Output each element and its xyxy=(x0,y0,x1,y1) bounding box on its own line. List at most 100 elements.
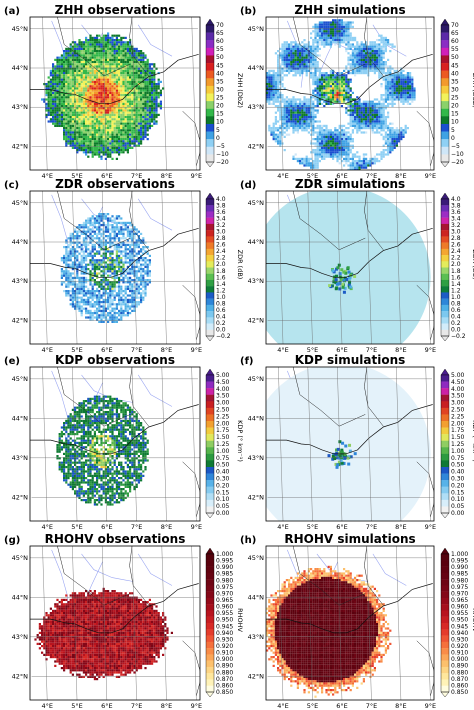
field-cell xyxy=(91,149,94,152)
field-cell xyxy=(98,111,101,114)
field-cell xyxy=(74,94,77,97)
field-cell xyxy=(78,94,81,97)
field-cell xyxy=(124,102,127,105)
field-cell xyxy=(85,107,88,110)
field-cell xyxy=(338,85,341,88)
field-cell xyxy=(332,131,335,134)
field-cell xyxy=(120,69,123,72)
field-cell xyxy=(347,52,350,55)
field-cell xyxy=(52,67,55,70)
field-cell xyxy=(131,129,134,132)
field-cell xyxy=(347,23,350,26)
field-cell xyxy=(378,122,381,125)
field-cell xyxy=(325,91,328,94)
field-cell xyxy=(87,47,90,50)
field-cell xyxy=(356,122,359,125)
field-cell xyxy=(100,96,103,99)
field-cell xyxy=(329,138,332,141)
field-cell xyxy=(140,102,143,105)
field-cell xyxy=(316,135,319,138)
field-cell xyxy=(67,120,70,123)
field-cell xyxy=(376,109,379,112)
field-cell xyxy=(129,67,132,70)
field-cell xyxy=(151,107,154,110)
field-cell xyxy=(391,83,394,86)
field-cell xyxy=(380,96,383,99)
field-cell xyxy=(54,80,57,83)
field-cell xyxy=(373,120,376,123)
field-cell xyxy=(314,52,317,55)
field-cell xyxy=(118,87,121,90)
field-cell xyxy=(349,116,352,119)
field-cell xyxy=(323,135,326,138)
field-cell xyxy=(74,74,77,77)
field-cell xyxy=(371,69,374,72)
field-cell xyxy=(387,41,390,44)
field-cell xyxy=(87,89,90,92)
field-cell xyxy=(133,72,136,75)
field-cell xyxy=(285,102,288,105)
field-cell xyxy=(358,124,361,127)
field-cell xyxy=(71,63,74,66)
field-cell xyxy=(67,52,70,55)
field-cell xyxy=(65,102,68,105)
field-cell xyxy=(272,87,275,90)
field-cell xyxy=(391,43,394,46)
field-cell xyxy=(91,153,94,156)
field-cell xyxy=(387,142,390,145)
field-cell xyxy=(362,153,365,156)
field-cell xyxy=(325,36,328,39)
field-cell xyxy=(365,116,368,119)
field-cell xyxy=(338,72,341,75)
field-cell xyxy=(100,65,103,68)
field-cell xyxy=(329,36,332,39)
field-cell xyxy=(391,144,394,147)
field-cell xyxy=(268,127,271,130)
colorbar-tick-label: −20 xyxy=(216,159,229,166)
field-cell xyxy=(316,162,319,165)
field-cell xyxy=(126,52,129,55)
field-cell xyxy=(67,135,70,138)
field-cell xyxy=(316,105,319,108)
field-cell xyxy=(78,107,81,110)
field-cell xyxy=(290,47,293,50)
field-cell xyxy=(76,149,79,152)
field-cell xyxy=(93,127,96,130)
field-cell xyxy=(96,78,99,81)
field-cell xyxy=(146,96,149,99)
field-cell xyxy=(354,52,357,55)
field-cell xyxy=(310,74,313,77)
field-cell xyxy=(343,21,346,24)
field-cell xyxy=(74,129,77,132)
field-cell xyxy=(314,157,317,160)
field-cell xyxy=(301,107,304,110)
field-cell xyxy=(281,94,284,97)
field-cell xyxy=(332,78,335,81)
field-cell xyxy=(340,144,343,147)
field-cell xyxy=(354,113,357,116)
field-cell xyxy=(268,129,271,132)
field-cell xyxy=(146,83,149,86)
field-cell xyxy=(327,94,330,97)
field-cell xyxy=(362,50,365,53)
field-cell xyxy=(272,80,275,83)
field-cell xyxy=(153,102,156,105)
field-cell xyxy=(49,89,52,92)
field-cell xyxy=(80,76,83,79)
field-cell xyxy=(102,78,105,81)
field-cell xyxy=(74,228,77,231)
field-cell xyxy=(283,43,286,46)
field-cell xyxy=(343,89,346,92)
field-cell xyxy=(332,102,335,105)
field-cell xyxy=(162,87,165,90)
field-cell xyxy=(305,105,308,108)
field-cell xyxy=(323,91,326,94)
field-cell xyxy=(283,98,286,101)
field-cell xyxy=(277,107,280,110)
field-cell xyxy=(122,151,125,154)
field-cell xyxy=(274,52,277,55)
field-cell xyxy=(113,83,116,86)
field-cell xyxy=(126,111,129,114)
field-cell xyxy=(387,111,390,114)
field-cell xyxy=(49,98,52,101)
